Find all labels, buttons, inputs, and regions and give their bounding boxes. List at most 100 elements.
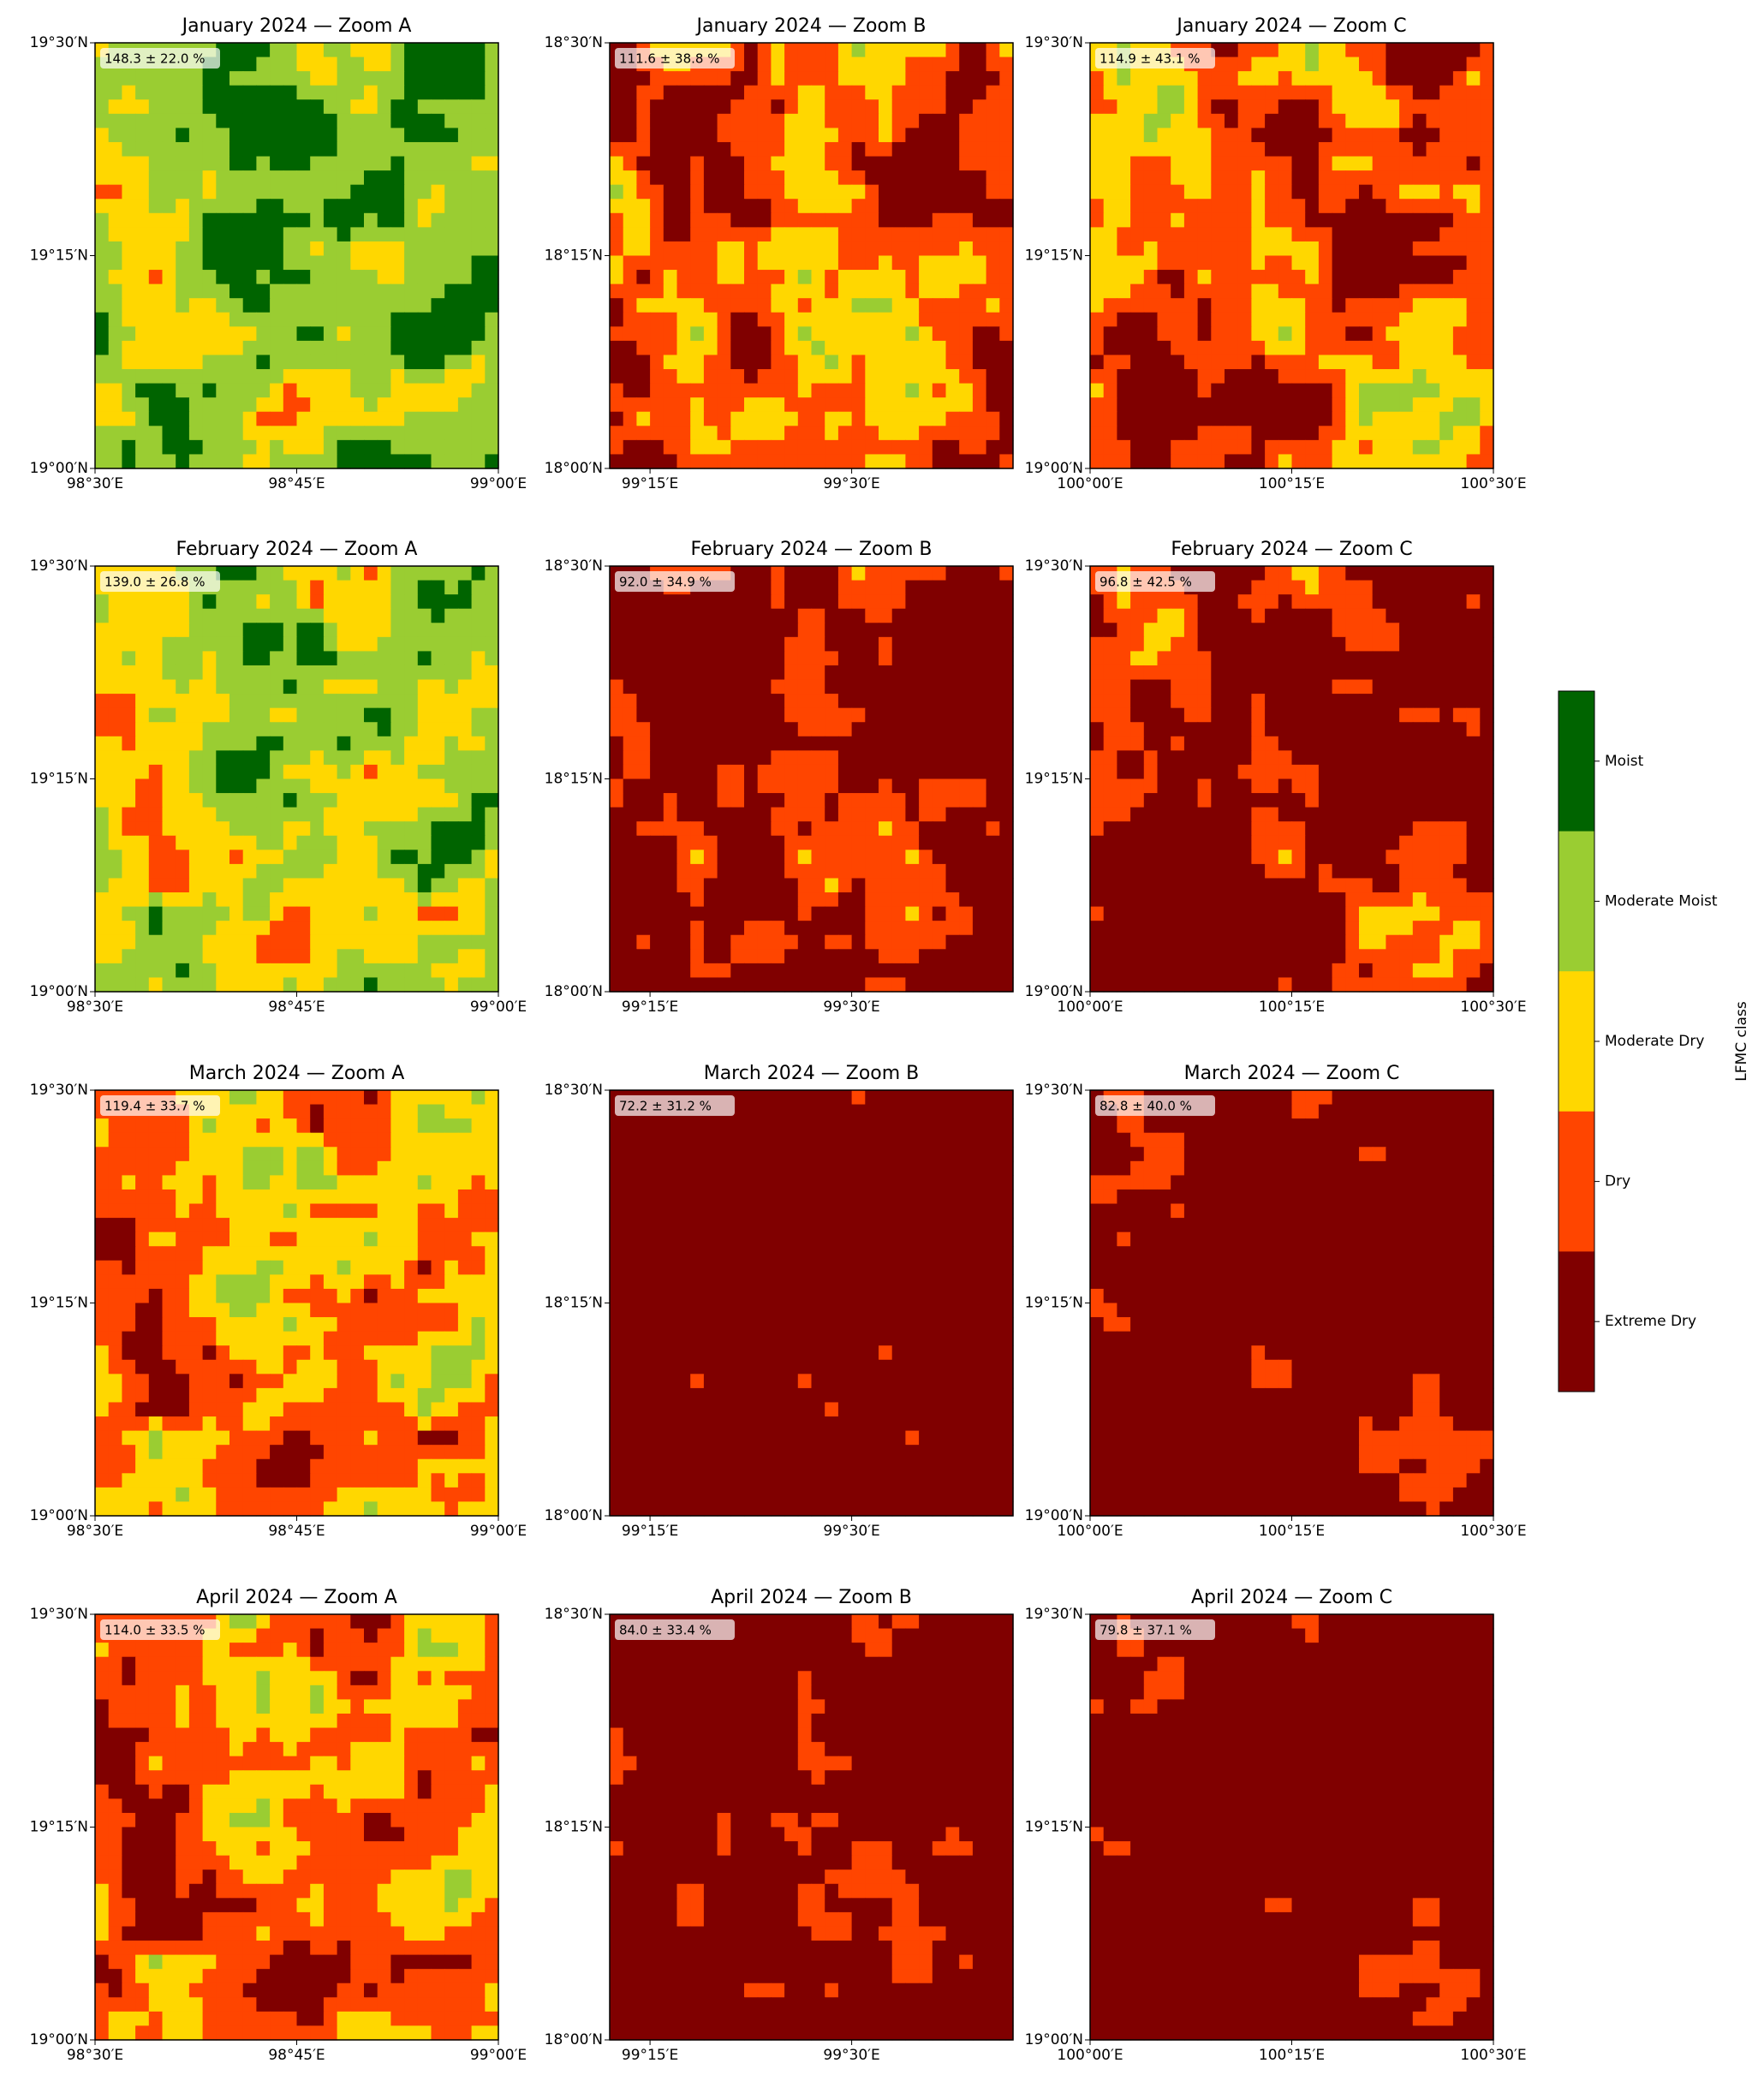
map-cell	[744, 312, 759, 327]
map-cell	[932, 184, 947, 200]
map-cell	[444, 340, 459, 356]
map-cell	[851, 906, 866, 921]
map-cell	[811, 850, 825, 865]
map-cell	[879, 227, 893, 242]
map-cell	[999, 707, 1014, 723]
map-cell	[444, 241, 459, 257]
map-cell	[1237, 298, 1252, 313]
map-cell	[1480, 736, 1494, 751]
map-cell	[1117, 283, 1131, 299]
map-cell	[256, 255, 271, 271]
map-cell	[837, 199, 853, 214]
map-cell	[216, 722, 230, 737]
map-cell	[1265, 566, 1279, 581]
map-cell	[270, 892, 284, 908]
map-cell	[431, 878, 445, 893]
map-cell	[972, 439, 987, 456]
map-cell	[162, 623, 176, 638]
map-cell	[323, 636, 338, 652]
map-cell	[797, 57, 813, 72]
map-cell	[216, 665, 230, 681]
map-cell	[784, 665, 799, 681]
map-cell	[610, 863, 624, 880]
map-cell	[1399, 227, 1414, 242]
map-cell	[650, 397, 664, 413]
map-cell	[757, 383, 772, 398]
map-cell	[135, 369, 150, 385]
map-cell	[444, 298, 459, 313]
map-cell	[122, 99, 136, 115]
map-cell	[350, 679, 365, 695]
map-cell	[1466, 594, 1481, 610]
map-cell	[417, 43, 432, 58]
map-cell	[283, 227, 298, 242]
map-cell	[242, 850, 257, 865]
map-cell	[350, 241, 365, 257]
map-cell	[811, 57, 825, 72]
map-cell	[229, 566, 244, 581]
map-cell	[188, 340, 204, 356]
map-cell	[404, 594, 419, 610]
map-cell	[1372, 722, 1386, 737]
map-cell	[986, 694, 1000, 709]
map-cell	[623, 212, 637, 228]
map-cell	[650, 85, 664, 100]
map-cell	[771, 369, 785, 385]
map-cell	[690, 679, 705, 695]
map-cell	[1237, 736, 1252, 751]
y-tick-label: 19°15′N	[30, 771, 88, 788]
map-cell	[1237, 227, 1252, 242]
map-cell	[1291, 580, 1306, 595]
map-cell	[417, 835, 432, 850]
map-cell	[1211, 85, 1225, 100]
map-cell	[377, 863, 391, 880]
map-cell	[932, 156, 947, 171]
map-cell	[1372, 141, 1386, 158]
map-cell	[945, 170, 960, 186]
map-cell	[825, 411, 839, 426]
map-cell	[1345, 679, 1360, 695]
map-cell	[242, 212, 257, 228]
map-cell	[283, 707, 298, 723]
map-cell	[825, 85, 839, 100]
map-cell	[1090, 99, 1105, 115]
map-cell	[757, 793, 772, 808]
map-cell	[471, 255, 486, 271]
map-cell	[972, 764, 987, 780]
map-cell	[270, 355, 284, 370]
map-cell	[256, 580, 271, 595]
map-cell	[1225, 411, 1239, 426]
map-cell	[999, 355, 1014, 370]
map-cell	[377, 397, 391, 413]
map-cell	[919, 43, 933, 58]
map-cell	[296, 636, 311, 652]
map-cell	[730, 141, 745, 158]
map-cell	[404, 778, 419, 794]
map-cell	[310, 369, 325, 385]
map-cell	[176, 355, 190, 370]
map-cell	[296, 57, 311, 72]
map-cell	[1225, 71, 1239, 86]
map-cell	[188, 312, 204, 327]
map-cell	[690, 270, 705, 285]
map-cell	[1426, 355, 1440, 370]
map-cell	[703, 212, 718, 228]
map-cell	[999, 283, 1014, 299]
map-cell	[690, 128, 705, 143]
map-cell	[108, 270, 122, 285]
map-cell	[650, 212, 664, 228]
map-cell	[283, 156, 298, 171]
map-cell	[135, 977, 150, 993]
map-cell	[417, 99, 432, 115]
map-cell	[797, 878, 813, 893]
map-cell	[1171, 454, 1185, 469]
map-cell	[891, 566, 906, 581]
map-cell	[1225, 636, 1239, 652]
map-cell	[176, 835, 190, 850]
map-cell	[636, 227, 651, 242]
map-cell	[323, 312, 338, 327]
map-cell	[1345, 355, 1360, 370]
map-cell	[296, 722, 311, 737]
map-cell	[1386, 383, 1400, 398]
map-cell	[390, 707, 405, 723]
